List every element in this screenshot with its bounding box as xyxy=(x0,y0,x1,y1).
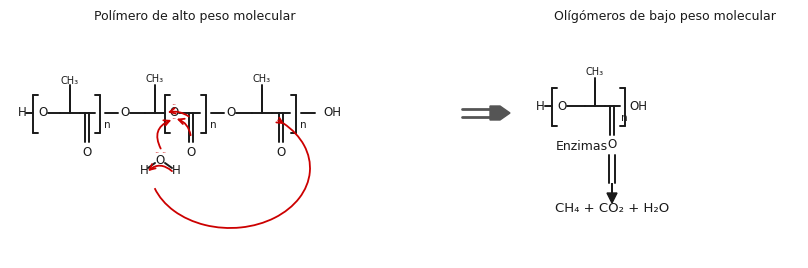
Text: Olígómeros de bajo peso molecular: Olígómeros de bajo peso molecular xyxy=(554,10,776,23)
Text: OH: OH xyxy=(323,106,341,120)
Text: OH: OH xyxy=(629,99,647,113)
Text: ··: ·· xyxy=(154,150,160,158)
Text: H: H xyxy=(171,165,180,177)
Text: n: n xyxy=(300,120,306,130)
Text: n: n xyxy=(103,120,111,130)
Text: n: n xyxy=(210,120,217,130)
Text: ··: ·· xyxy=(171,116,177,125)
Text: H: H xyxy=(140,165,149,177)
Text: O: O xyxy=(120,106,129,120)
Text: CH₃: CH₃ xyxy=(253,74,271,84)
Text: O: O xyxy=(558,99,566,113)
Text: O: O xyxy=(276,146,285,158)
Text: O: O xyxy=(82,146,91,158)
Text: H: H xyxy=(18,106,27,120)
Text: O: O xyxy=(226,106,236,120)
Text: Polímero de alto peso molecular: Polímero de alto peso molecular xyxy=(95,10,296,23)
Text: CH₃: CH₃ xyxy=(61,76,79,86)
Text: n: n xyxy=(621,113,627,123)
Text: ··: ·· xyxy=(162,150,166,158)
FancyArrow shape xyxy=(490,106,510,120)
Text: O: O xyxy=(155,154,165,168)
Text: CH₃: CH₃ xyxy=(146,74,164,84)
Text: H: H xyxy=(536,99,545,113)
Text: O: O xyxy=(170,106,179,120)
Text: O: O xyxy=(187,146,196,158)
Text: CH₃: CH₃ xyxy=(586,67,604,77)
Text: O: O xyxy=(608,139,617,151)
Text: ··: ·· xyxy=(171,102,177,110)
Text: Enzimas: Enzimas xyxy=(556,140,608,153)
Text: CH₄ + CO₂ + H₂O: CH₄ + CO₂ + H₂O xyxy=(555,203,669,215)
FancyArrow shape xyxy=(607,183,617,203)
Text: O: O xyxy=(38,106,48,120)
